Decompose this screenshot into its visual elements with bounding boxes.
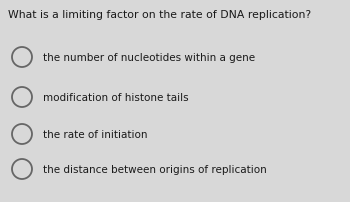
- Text: modification of histone tails: modification of histone tails: [43, 93, 189, 102]
- Text: the number of nucleotides within a gene: the number of nucleotides within a gene: [43, 53, 255, 63]
- Circle shape: [12, 87, 32, 107]
- Text: the distance between origins of replication: the distance between origins of replicat…: [43, 164, 267, 174]
- Text: What is a limiting factor on the rate of DNA replication?: What is a limiting factor on the rate of…: [8, 10, 311, 20]
- Circle shape: [12, 159, 32, 179]
- Circle shape: [12, 48, 32, 68]
- Circle shape: [12, 124, 32, 144]
- Text: the rate of initiation: the rate of initiation: [43, 129, 147, 139]
